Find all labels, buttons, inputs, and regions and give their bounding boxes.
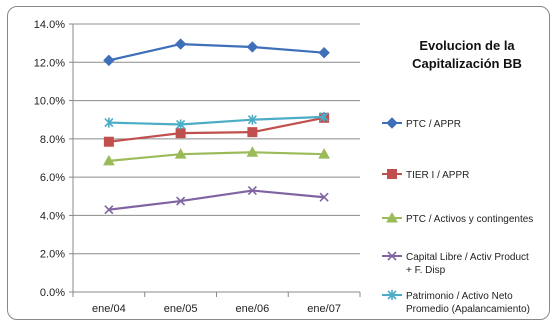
x-ticks: ene/04 ene/05 ene/06 ene/07 bbox=[72, 292, 361, 315]
y-tick-label: 6.0% bbox=[40, 172, 65, 184]
x-tick-label: ene/04 bbox=[92, 303, 126, 315]
data-point bbox=[246, 146, 259, 157]
legend-item-1: PTC / APPR bbox=[382, 117, 461, 130]
data-point bbox=[319, 111, 329, 122]
data-point bbox=[174, 38, 187, 50]
y-tick-label: 10.0% bbox=[34, 96, 65, 108]
series-3 bbox=[103, 146, 330, 166]
legend-item-5: Patrimonio / Activo Neto Promedio (Apalan… bbox=[382, 290, 530, 315]
data-point bbox=[176, 196, 186, 206]
legend-marker bbox=[387, 251, 397, 261]
data-point bbox=[104, 117, 114, 128]
legend-label: Promedio (Apalancamiento) bbox=[406, 304, 530, 315]
series-line bbox=[108, 42, 325, 62]
series-5 bbox=[104, 111, 329, 130]
legend-label: PTC / APPR bbox=[406, 119, 461, 130]
legend: PTC / APPR TIER I / APPR PTC / Activos y c… bbox=[382, 117, 533, 315]
x-tick-label: ene/06 bbox=[236, 303, 270, 315]
legend-item-4: Capital Libre / Activ Product + F. Disp bbox=[382, 251, 529, 276]
legend-label: TIER I / APPR bbox=[406, 170, 469, 181]
y-tick-label: 8.0% bbox=[40, 134, 65, 146]
legend-item-3: PTC / Activos y contingentes bbox=[382, 211, 533, 225]
x-tick-label: ene/07 bbox=[307, 303, 341, 315]
data-point bbox=[104, 205, 114, 215]
series-4 bbox=[104, 185, 329, 215]
chart-frame bbox=[7, 6, 550, 320]
legend-label: Capital Libre / Activ Product bbox=[406, 252, 529, 263]
y-tick-label: 0.0% bbox=[40, 287, 65, 299]
data-point bbox=[246, 41, 259, 53]
y-tick-label: 12.0% bbox=[34, 57, 65, 69]
data-point bbox=[103, 136, 114, 147]
data-point bbox=[247, 127, 258, 138]
data-point bbox=[318, 47, 330, 59]
data-point bbox=[174, 148, 187, 159]
legend-item-2: TIER I / APPR bbox=[382, 169, 469, 181]
y-ticks: 0.0% 2.0% 4.0% 6.0% 8.0% 10.0% 12.0% 14.0% bbox=[34, 19, 73, 299]
data-point bbox=[318, 148, 330, 159]
y-tick-label: 2.0% bbox=[40, 249, 65, 261]
chart-title: Evolucion de la Capitalización BB bbox=[412, 38, 522, 71]
data-point bbox=[175, 128, 186, 139]
series bbox=[103, 38, 330, 215]
series-1 bbox=[103, 38, 330, 67]
series-line bbox=[108, 151, 325, 162]
data-point bbox=[176, 119, 186, 130]
legend-marker bbox=[387, 169, 397, 179]
series-line bbox=[108, 189, 325, 211]
data-point bbox=[247, 114, 257, 125]
data-point bbox=[103, 154, 115, 166]
series-line bbox=[108, 115, 325, 126]
data-point bbox=[247, 185, 257, 196]
gridlines bbox=[73, 23, 360, 255]
legend-marker bbox=[387, 290, 397, 300]
x-tick-label: ene/05 bbox=[164, 303, 198, 315]
series-line bbox=[108, 116, 325, 143]
legend-marker bbox=[386, 211, 398, 223]
legend-label: + F. Disp bbox=[406, 265, 446, 276]
data-point bbox=[319, 192, 329, 202]
y-tick-label: 4.0% bbox=[40, 210, 65, 222]
legend-marker bbox=[386, 117, 398, 129]
data-point bbox=[103, 54, 115, 67]
chart-title-line-2: Capitalización BB bbox=[412, 56, 522, 71]
y-tick-label: 14.0% bbox=[34, 19, 65, 31]
legend-label: PTC / Activos y contingentes bbox=[406, 214, 533, 225]
chart-title-line-1: Evolucion de la bbox=[419, 38, 515, 53]
legend-label: Patrimonio / Activo Neto bbox=[406, 291, 513, 302]
